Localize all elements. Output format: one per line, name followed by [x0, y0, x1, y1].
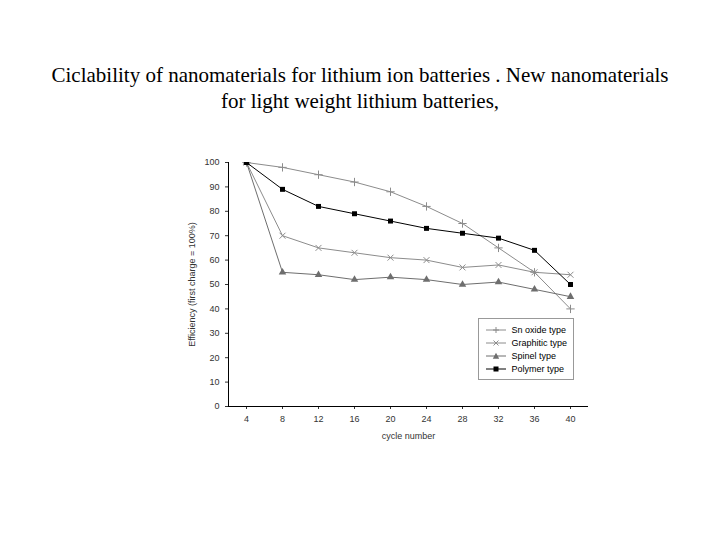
svg-text:28: 28	[457, 414, 467, 424]
svg-text:60: 60	[209, 255, 219, 265]
html-text:Spinel type: Spinel type	[511, 350, 556, 361]
html-text:Sn oxide type: Sn oxide type	[511, 324, 566, 335]
svg-text:cycle number: cycle number	[382, 431, 436, 441]
svg-text:20: 20	[209, 353, 219, 363]
svg-text:50: 50	[209, 279, 219, 289]
svg-text:40: 40	[565, 414, 575, 424]
svg-text:30: 30	[209, 328, 219, 338]
svg-text:4: 4	[244, 414, 249, 424]
svg-text:8: 8	[280, 414, 285, 424]
svg-text:100: 100	[204, 157, 219, 167]
svg-text:32: 32	[493, 414, 503, 424]
svg-text:Efficiency (first charge = 100: Efficiency (first charge = 100%)	[187, 222, 197, 347]
svg-text:16: 16	[349, 414, 359, 424]
svg-text:90: 90	[209, 182, 219, 192]
html-text:Polymer type: Polymer type	[511, 363, 564, 374]
svg-text:40: 40	[209, 304, 219, 314]
html-text:Graphitic type: Graphitic type	[511, 337, 567, 348]
svg-text:80: 80	[209, 206, 219, 216]
svg-text:70: 70	[209, 231, 219, 241]
svg-text:20: 20	[385, 414, 395, 424]
svg-text:36: 36	[529, 414, 539, 424]
svg-text:12: 12	[313, 414, 323, 424]
svg-text:0: 0	[214, 401, 219, 411]
html-text:Ciclability of nanomaterials f: Ciclability of nanomaterials for lithium…	[51, 63, 669, 113]
svg-text:10: 10	[209, 377, 219, 387]
svg-text:24: 24	[421, 414, 431, 424]
